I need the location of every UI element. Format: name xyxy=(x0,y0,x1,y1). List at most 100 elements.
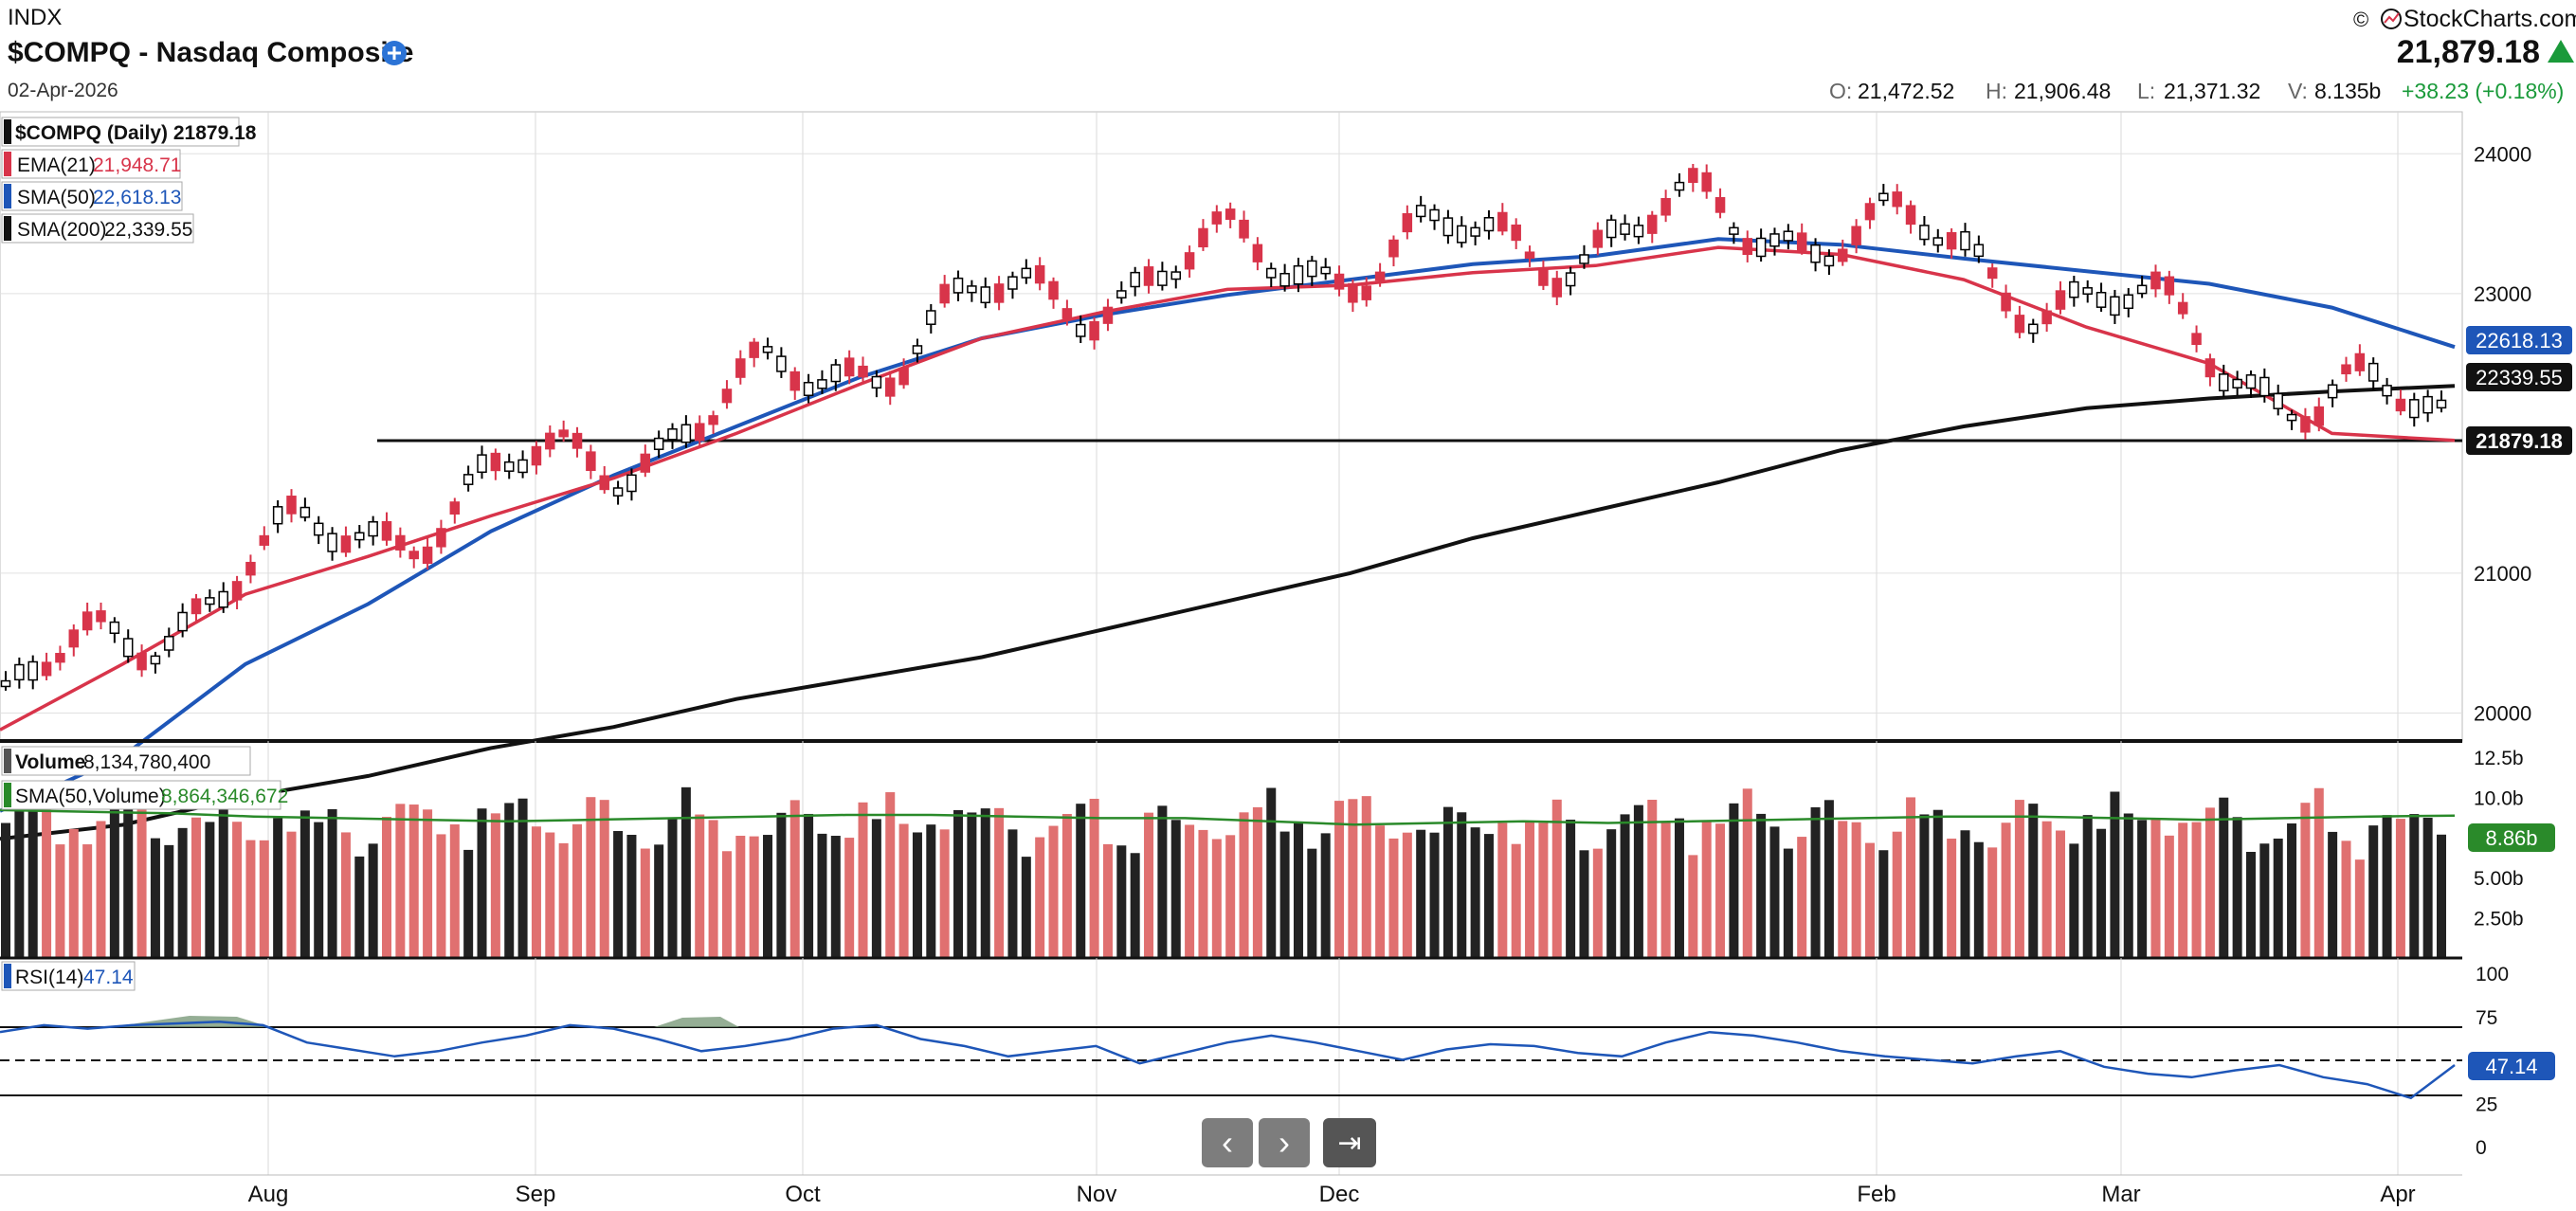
rsi-vertical-grid xyxy=(267,958,2399,1175)
rsi-overbought-fill-2 xyxy=(654,1017,739,1027)
candle-body xyxy=(2219,373,2229,392)
volume-bar xyxy=(314,822,324,958)
candle-body xyxy=(395,534,406,551)
volume-bar xyxy=(232,822,243,958)
volume-bar xyxy=(776,812,787,958)
volume-bar xyxy=(164,844,174,958)
candle-body xyxy=(1157,270,1168,286)
volume-readout-label: V: xyxy=(2288,79,2308,103)
sma200-line xyxy=(0,384,2456,841)
volume-bar xyxy=(2422,817,2433,958)
volume-bar xyxy=(368,843,378,958)
volume-bar xyxy=(1102,843,1113,958)
volume-bar xyxy=(2382,815,2392,958)
candle-body xyxy=(477,454,487,474)
candle-body xyxy=(463,474,474,485)
volume-bar xyxy=(926,824,936,958)
volume-bar xyxy=(2354,859,2365,958)
candle-body xyxy=(0,679,11,688)
candle-body xyxy=(1457,225,1467,244)
volume-bar xyxy=(885,792,896,958)
volume-bar xyxy=(1715,823,1726,958)
volume-bar xyxy=(96,821,106,958)
volume-bar xyxy=(463,849,474,958)
candle-body xyxy=(2382,385,2392,397)
volume-bar xyxy=(2041,821,2052,958)
rsi-tag-value: 47.14 xyxy=(2485,1055,2537,1078)
volume-bar xyxy=(449,823,460,958)
chart-date: 02-Apr-2026 xyxy=(8,80,118,101)
volume-bar xyxy=(55,844,65,958)
volume-bar xyxy=(2164,835,2174,958)
volume-bar xyxy=(504,803,515,958)
candle-body xyxy=(1143,266,1154,286)
candle-body xyxy=(2150,271,2161,290)
volume-bar xyxy=(980,808,990,958)
candle-body xyxy=(1551,278,1563,298)
volume-tick-12.5b: 12.5b xyxy=(2474,748,2524,769)
candle-body xyxy=(1048,280,1059,300)
volume-bar xyxy=(1525,821,1535,958)
candle-body xyxy=(898,367,909,386)
candle-body xyxy=(1089,320,1099,341)
candle-body xyxy=(1061,308,1073,319)
candle-body xyxy=(926,310,936,325)
scroll-to-end-button[interactable]: ⇥ xyxy=(1323,1118,1376,1167)
scroll-back-button[interactable]: ‹ xyxy=(1202,1118,1253,1167)
volume-bar xyxy=(531,826,541,958)
scroll-forward-button[interactable]: › xyxy=(1259,1118,1310,1167)
copyright-symbol: © xyxy=(2353,8,2368,31)
candle-body xyxy=(2136,284,2148,295)
low-label: L: xyxy=(2137,79,2155,103)
volume-bar xyxy=(1566,820,1576,958)
volume-bar xyxy=(1144,812,1154,958)
volume-bar xyxy=(1470,827,1480,958)
candle-body xyxy=(1388,239,1399,258)
volume-bar xyxy=(2313,787,2324,958)
candle-body xyxy=(952,277,964,294)
candle-body xyxy=(55,653,65,663)
last-price-tag: 21879.18 xyxy=(2466,426,2572,455)
candle-body xyxy=(231,581,243,601)
skip-to-end-icon: ⇥ xyxy=(1337,1128,1361,1159)
volume-bar xyxy=(817,833,827,958)
volume-bar xyxy=(2395,819,2405,958)
price-axis: 24000 23000 21000 20000 xyxy=(2474,142,2531,725)
volume-bar xyxy=(613,830,624,958)
candle-body xyxy=(1796,232,1807,251)
candle-body xyxy=(1279,272,1290,287)
rsi-tick-100: 100 xyxy=(2476,964,2509,985)
price-tick-24000: 24000 xyxy=(2474,142,2531,166)
add-symbol-icon[interactable] xyxy=(382,41,407,65)
volume-bar xyxy=(2069,843,2079,958)
volume-bar xyxy=(667,819,678,958)
volume-bar xyxy=(1864,842,1875,958)
volume-bar xyxy=(1307,848,1317,958)
candle-body xyxy=(1483,217,1495,232)
volume-bar xyxy=(1225,835,1236,958)
volume-bar xyxy=(1198,829,1208,958)
volume-bar xyxy=(2368,825,2379,958)
candle-body xyxy=(2069,280,2079,298)
candle-body xyxy=(1170,271,1181,280)
volume-bar xyxy=(2110,791,2120,958)
volume-bar xyxy=(763,835,773,958)
candle-body xyxy=(299,506,311,518)
candle-body xyxy=(844,357,855,377)
ohlc-readout: O: 21,472.52 H: 21,906.48 L: 21,371.32 V… xyxy=(1829,79,2564,103)
volume-sma-tag-value: 8.86b xyxy=(2485,826,2537,850)
volume-bar xyxy=(558,842,569,958)
volume-bar xyxy=(477,808,487,958)
rsi-tick-25: 25 xyxy=(2476,1094,2497,1115)
candle-body xyxy=(1633,225,1644,238)
legend-sma200: SMA(200) 22,339.55 xyxy=(1,213,194,244)
volume-bar xyxy=(858,802,868,958)
volume-bar xyxy=(939,829,950,958)
candle-body xyxy=(1075,323,1086,337)
volume-bar xyxy=(2137,820,2148,958)
volume-bar xyxy=(1511,843,1521,958)
volume-bar xyxy=(994,807,1005,958)
candle-body xyxy=(1239,219,1249,239)
chevron-right-icon: › xyxy=(1279,1123,1290,1162)
candle-body xyxy=(449,501,461,515)
